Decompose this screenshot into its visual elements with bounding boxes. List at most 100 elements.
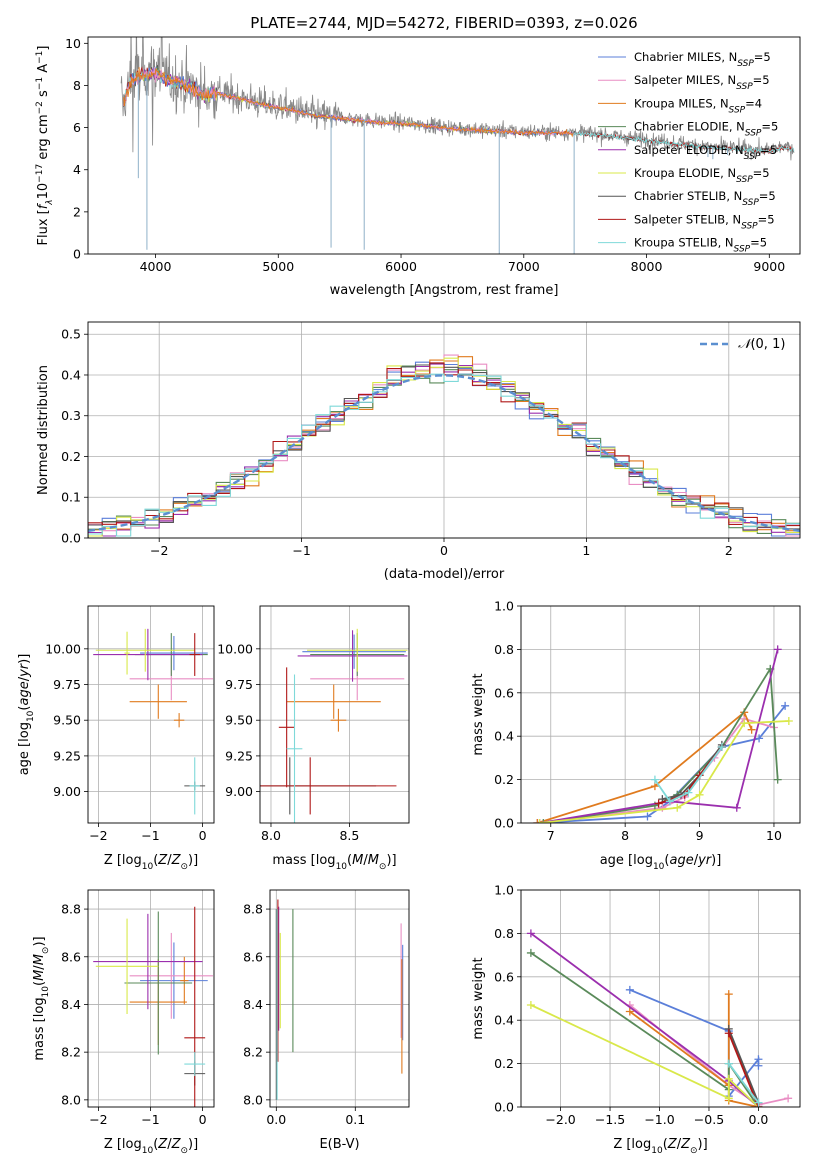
x-tick-label: −1.0: [644, 1112, 674, 1127]
series-line-kroupa-miles: [629, 994, 759, 1107]
data-point-marker: [654, 799, 663, 808]
legend-label: Salpeter MILES, NSSP=5: [634, 73, 770, 92]
y-tick-label: 0.6: [494, 969, 514, 984]
data-point-marker: [747, 725, 756, 734]
y-tick-label: 1.0: [494, 599, 514, 614]
legend-label: 𝒩(0, 1): [738, 337, 785, 352]
data-point-marker: [625, 985, 634, 994]
y-tick-label: 8: [73, 78, 81, 93]
spectrum-legend: Chabrier MILES, NSSP=5 Salpeter MILES, NS…: [598, 50, 778, 255]
y-tick-label: 6: [73, 120, 81, 135]
y-axis-label: age [log10(age/yr)]: [17, 654, 36, 776]
x-tick-label: 9: [696, 828, 704, 843]
x-tick-label: 7: [547, 828, 555, 843]
data-point-marker: [781, 701, 790, 710]
y-axis-label: mass weight: [471, 957, 486, 1039]
legend-label: Salpeter STELIB, NSSP=5: [634, 212, 775, 231]
y-tick-label: 8.8: [243, 902, 263, 917]
x-axis-label: wavelength [Angstrom, rest frame]: [330, 283, 559, 298]
y-axis-label: mass [log10(M/M⊙)]: [32, 936, 51, 1060]
y-tick-label: 4: [73, 162, 81, 177]
model-spectrum-kroupa-miles: [123, 67, 574, 138]
x-tick-label: 0.1: [345, 1112, 365, 1127]
x-axis-label: Z [log10(Z/Z⊙)]: [613, 1137, 707, 1156]
x-tick-label: 10: [766, 828, 782, 843]
y-tick-label: 9.00: [225, 784, 253, 799]
data-point-marker: [665, 797, 674, 806]
x-tick-label: −0.5: [694, 1112, 724, 1127]
legend-label: Kroupa MILES, NSSP=4: [634, 96, 762, 115]
y-tick-label: 0.3: [61, 408, 81, 423]
x-tick-label: −1.5: [595, 1112, 625, 1127]
y-tick-label: 8.6: [243, 949, 263, 964]
data-point-marker: [724, 1059, 733, 1068]
x-tick-label: −1: [141, 828, 159, 843]
data-point-marker: [724, 1094, 733, 1103]
y-tick-label: 0.4: [61, 367, 81, 382]
y-tick-label: 0.2: [494, 1056, 514, 1071]
y-tick-label: 9.00: [53, 784, 81, 799]
axes-frame: [259, 605, 410, 824]
data-point-marker: [755, 734, 764, 743]
series-line-kroupa-miles: [537, 710, 753, 823]
y-tick-label: 9.50: [225, 713, 253, 728]
figure-title: PLATE=2744, MJD=54272, FIBERID=0393, z=0…: [250, 14, 637, 32]
axes-frame: [87, 36, 801, 255]
y-tick-label: 8.2: [243, 1045, 263, 1060]
y-tick-label: 10.00: [217, 641, 253, 656]
plots-layer: 4000 5000 6000 7000 8000 90000246810Chabrier …: [17, 36, 801, 1156]
data-point-marker: [784, 1094, 793, 1103]
x-tick-label: 0: [440, 543, 448, 558]
y-tick-label: 9.25: [225, 748, 253, 763]
data-point-marker: [724, 1074, 733, 1083]
axes-age-vs-Z: −2 −1 0 9.00 9.25 9.50 9.75 10.00: [45, 606, 214, 843]
series-line-kroupa-elodie: [530, 1004, 760, 1107]
legend-label: Chabrier MILES, NSSP=5: [634, 50, 771, 69]
axes-age-vs-mass: 8.0 8.5 9.00 9.25 9.50 9.75 10.00: [217, 606, 409, 843]
legend-label: Chabrier ELODIE, NSSP=5: [634, 120, 778, 139]
data-point-marker: [658, 803, 667, 812]
x-axis-label: Z [log10(Z/Z⊙)]: [104, 1137, 198, 1156]
axes-frame: [520, 889, 801, 1108]
axes-frame: [520, 605, 801, 824]
x-tick-label: −2.0: [545, 1112, 575, 1127]
x-tick-label: 2: [725, 543, 733, 558]
data-point-marker: [673, 803, 682, 812]
x-axis-label: age [log10(age/yr)]: [600, 853, 722, 872]
data-point-marker: [754, 1098, 763, 1107]
legend-label: Chabrier STELIB, NSSP=5: [634, 189, 776, 208]
y-tick-label: 8.4: [61, 997, 81, 1012]
data-point-marker: [773, 645, 782, 654]
data-point-marker: [724, 1029, 733, 1038]
data-point-marker: [643, 812, 652, 821]
y-tick-label: 0.2: [494, 772, 514, 787]
y-tick-label: 0.4: [494, 1013, 514, 1028]
y-tick-label: 9.75: [53, 677, 81, 692]
data-point-marker: [732, 803, 741, 812]
y-tick-label: 0.6: [494, 685, 514, 700]
data-point-marker: [684, 788, 693, 797]
y-tick-label: 2: [73, 204, 81, 219]
legend-label: Kroupa STELIB, NSSP=5: [634, 236, 767, 255]
x-axis-label: Z [log10(Z/Z⊙)]: [104, 853, 198, 872]
x-axis-label: (data-model)/error: [384, 567, 505, 582]
y-tick-label: 0.0: [61, 531, 81, 546]
x-tick-label: 6000: [385, 259, 417, 274]
legend-label: Salpeter ELODIE, NSSP=5: [634, 143, 777, 162]
data-point-marker: [650, 775, 659, 784]
y-tick-label: 0: [73, 247, 81, 262]
y-tick-label: 0.1: [61, 490, 81, 505]
data-point-marker: [784, 717, 793, 726]
data-point-marker: [539, 819, 548, 823]
y-axis-label: Flux [fλ10−17 erg cm−2 s−1 A−1]: [35, 46, 55, 246]
legend-label: Kroupa ELODIE, NSSP=5: [634, 166, 770, 185]
x-tick-label: 0: [199, 828, 207, 843]
series-line-chabrier-stelib: [727, 1028, 760, 1104]
x-tick-label: 8.5: [339, 828, 359, 843]
y-tick-label: 8.0: [243, 1092, 263, 1107]
axes-mass-vs-Z: −2 −1 0 8.0 8.2 8.4 8.6 8.8: [61, 890, 214, 1127]
x-tick-label: 0.0: [266, 1112, 286, 1127]
y-tick-label: 0.8: [494, 642, 514, 657]
data-point-marker: [535, 819, 544, 823]
